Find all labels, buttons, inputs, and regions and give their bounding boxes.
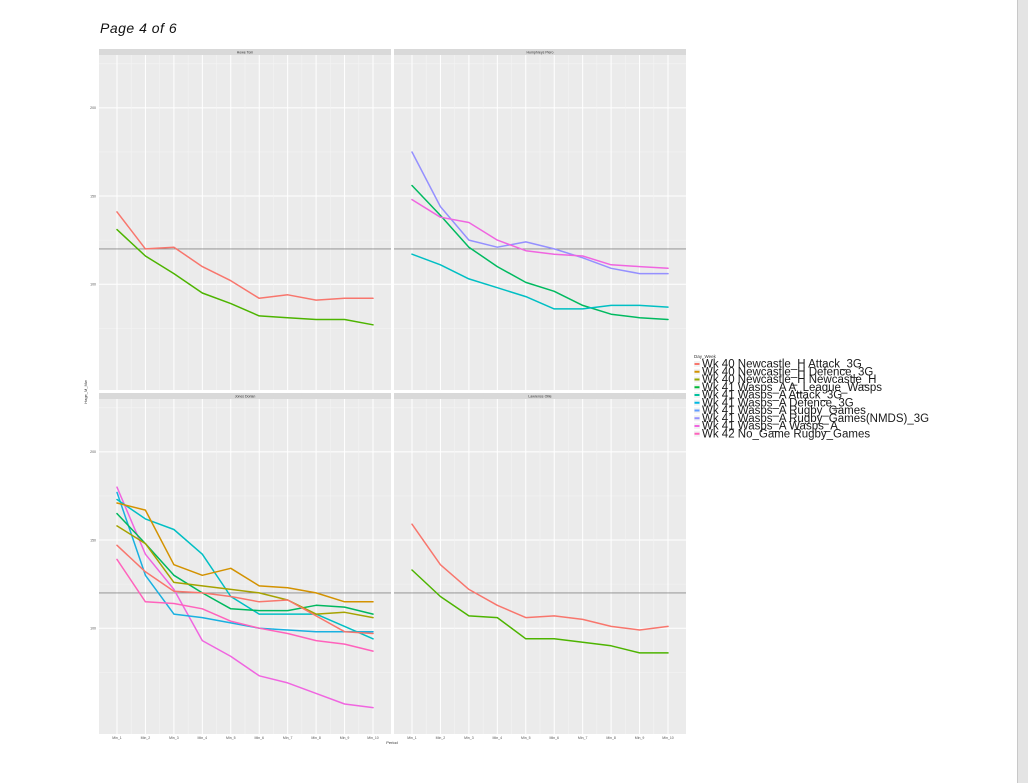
x-tick-label: Min_10 bbox=[662, 736, 674, 740]
panel-title: Jones Dorian bbox=[235, 395, 256, 399]
x-tick-label: Min_1 bbox=[407, 736, 417, 740]
series-line bbox=[116, 228, 374, 326]
series-line bbox=[116, 512, 374, 615]
panel-title: Lawrence Ollie bbox=[528, 395, 551, 399]
series-line bbox=[411, 569, 669, 654]
x-tick-label: Min_3 bbox=[464, 736, 474, 740]
series-line bbox=[411, 253, 669, 310]
x-tick-label: Min_2 bbox=[141, 736, 151, 740]
series-line bbox=[411, 523, 669, 631]
panel-title: Howe Tom bbox=[237, 51, 254, 55]
x-axis-title: Period bbox=[386, 740, 398, 745]
legend-label: Wk 40 Newcastle_H Newcastle_H bbox=[702, 374, 876, 386]
series-line bbox=[116, 544, 374, 635]
x-tick-label: Min_2 bbox=[436, 736, 446, 740]
x-tick-label: Min_5 bbox=[226, 736, 236, 740]
series-line bbox=[116, 491, 374, 633]
window-edge bbox=[1017, 0, 1028, 783]
legend-label: Wk 41 Wasps_A Rugby_Games bbox=[702, 405, 866, 417]
y-tick-label: 100 bbox=[90, 626, 96, 630]
page-title: Page 4 of 6 bbox=[100, 20, 178, 36]
x-tick-label: Min_10 bbox=[367, 736, 379, 740]
x-tick-label: Min_3 bbox=[169, 736, 179, 740]
legend-label: Wk 42 No_Game Rugby_Games bbox=[702, 428, 870, 440]
x-tick-label: Min_8 bbox=[311, 736, 321, 740]
y-tick-label: 150 bbox=[90, 194, 96, 198]
panel-strip bbox=[99, 49, 391, 55]
series-line bbox=[116, 502, 374, 603]
x-tick-label: Min_6 bbox=[549, 736, 559, 740]
series-line bbox=[411, 198, 669, 270]
x-tick-label: Min_6 bbox=[254, 736, 264, 740]
panel-strip bbox=[394, 49, 686, 55]
x-tick-label: Min_7 bbox=[578, 736, 588, 740]
series-line bbox=[411, 151, 669, 275]
legend-label: Wk 41 Wasps_A A_League_Wasps bbox=[702, 382, 882, 394]
x-tick-label: Min_4 bbox=[198, 736, 208, 740]
panel-strip bbox=[99, 393, 391, 399]
series-line bbox=[116, 486, 374, 709]
legend-label: Wk 41 Wasps_A Wasps_A bbox=[702, 421, 838, 433]
legend-label: Wk 40 Newcastle_H Defence_3G bbox=[702, 366, 873, 378]
x-tick-label: Min_7 bbox=[283, 736, 293, 740]
x-tick-label: Min_9 bbox=[340, 736, 350, 740]
y-tick-label: 150 bbox=[90, 538, 96, 542]
series-line bbox=[116, 525, 374, 619]
series-line bbox=[116, 211, 374, 301]
x-tick-label: Min_9 bbox=[635, 736, 645, 740]
y-tick-label: 200 bbox=[90, 106, 96, 110]
panel-strip bbox=[394, 393, 686, 399]
legend-label: Wk 41 Wasps_A Rugby_Games(NMDS)_3G bbox=[702, 413, 929, 425]
x-tick-label: Min_8 bbox=[606, 736, 616, 740]
y-axis-title: Hage_M_Mw bbox=[83, 380, 88, 404]
legend-title: Day_Week bbox=[694, 354, 717, 359]
x-tick-label: Min_1 bbox=[112, 736, 122, 740]
panel-title: Humphreys Piero bbox=[526, 51, 553, 55]
x-tick-label: Min_4 bbox=[493, 736, 503, 740]
series-line bbox=[116, 558, 374, 652]
y-tick-label: 200 bbox=[90, 450, 96, 454]
y-tick-label: 100 bbox=[90, 282, 96, 286]
x-tick-label: Min_5 bbox=[521, 736, 531, 740]
legend-label: Wk 40 Newcastle_H Attack_3G bbox=[702, 359, 862, 371]
series-line bbox=[411, 184, 669, 321]
legend-label: Wk 41 Wasps_A Defence_3G bbox=[702, 397, 854, 409]
legend-label: Wk 41 Wasps_A Attack_3G bbox=[702, 390, 842, 402]
series-line bbox=[116, 498, 374, 640]
